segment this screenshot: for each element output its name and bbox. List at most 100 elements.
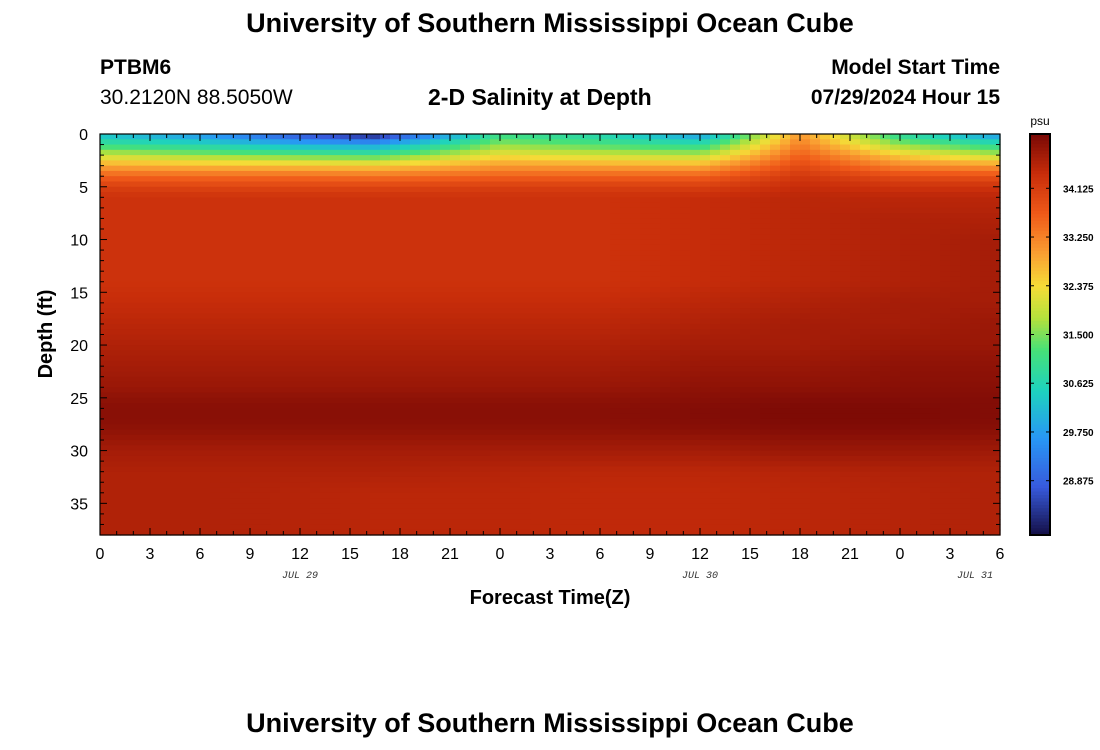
heatmap-cell — [240, 276, 251, 283]
heatmap-cell — [470, 366, 481, 373]
heatmap-cell — [660, 176, 671, 183]
heatmap-cell — [640, 323, 651, 330]
heatmap-cell — [380, 302, 391, 309]
heatmap-cell — [260, 281, 271, 288]
heatmap-cell — [360, 281, 371, 288]
heatmap-cell — [280, 318, 291, 325]
heatmap-cell — [590, 271, 601, 278]
heatmap-cell — [330, 181, 341, 188]
heatmap-cell — [320, 165, 331, 172]
heatmap-cell — [460, 334, 471, 341]
heatmap-cell — [340, 160, 351, 167]
heatmap-cell — [170, 297, 181, 304]
heatmap-cell — [230, 287, 241, 293]
heatmap-cell — [750, 218, 761, 225]
heatmap-cell — [950, 297, 961, 304]
heatmap-cell — [550, 197, 561, 204]
heatmap-cell — [940, 313, 951, 320]
heatmap-cell — [220, 292, 231, 299]
heatmap-cell — [970, 281, 981, 288]
heatmap-cell — [720, 371, 731, 378]
heatmap-cell — [200, 255, 211, 262]
heatmap-cell — [170, 271, 181, 278]
heatmap-cell — [470, 387, 481, 394]
heatmap-cell — [930, 149, 941, 156]
heatmap-cell — [250, 424, 261, 431]
heatmap-cell — [730, 165, 741, 172]
heatmap-cell — [720, 387, 731, 394]
heatmap-cell — [260, 144, 271, 151]
heatmap-cell — [440, 302, 451, 309]
heatmap-cell — [160, 287, 171, 293]
heatmap-cell — [410, 244, 421, 251]
heatmap-cell — [980, 408, 991, 415]
heatmap-cell — [670, 387, 681, 394]
heatmap-cell — [340, 271, 351, 278]
heatmap-cell — [630, 392, 641, 399]
heatmap-cell — [670, 213, 681, 220]
heatmap-cell — [680, 202, 691, 209]
heatmap-cell — [100, 418, 111, 425]
heatmap-cell — [160, 318, 171, 325]
heatmap-cell — [190, 244, 201, 251]
heatmap-cell — [100, 355, 111, 362]
heatmap-cell — [120, 329, 131, 336]
heatmap-cell — [390, 134, 401, 140]
heatmap-cell — [150, 413, 161, 420]
heatmap-cell — [660, 318, 671, 325]
heatmap-cell — [830, 345, 841, 351]
heatmap-cell — [940, 392, 951, 399]
heatmap-cell — [400, 244, 411, 251]
heatmap-cell — [340, 149, 351, 156]
heatmap-cell — [240, 250, 251, 256]
heatmap-cell — [810, 192, 821, 198]
heatmap-cell — [600, 334, 611, 341]
heatmap-cell — [160, 228, 171, 235]
heatmap-cell — [580, 318, 591, 325]
heatmap-cell — [870, 418, 881, 425]
heatmap-cell — [830, 387, 841, 394]
heatmap-cell — [990, 202, 1001, 209]
heatmap-cell — [370, 392, 381, 399]
heatmap-cell — [190, 403, 201, 409]
heatmap-cell — [690, 302, 701, 309]
heatmap-cell — [470, 244, 481, 251]
heatmap-cell — [410, 213, 421, 220]
heatmap-cell — [240, 149, 251, 156]
heatmap-cell — [940, 355, 951, 362]
heatmap-cell — [960, 250, 971, 256]
heatmap-cell — [100, 265, 111, 272]
heatmap-cell — [360, 392, 371, 399]
heatmap-cell — [110, 376, 121, 383]
heatmap-cell — [110, 302, 121, 309]
heatmap-cell — [550, 371, 561, 378]
heatmap-cell — [770, 213, 781, 220]
heatmap-cell — [660, 265, 671, 272]
heatmap-cell — [360, 329, 371, 336]
heatmap-cell — [340, 197, 351, 204]
heatmap-cell — [520, 297, 531, 304]
heatmap-cell — [470, 207, 481, 214]
heatmap-cell — [660, 350, 671, 357]
heatmap-cell — [460, 366, 471, 373]
heatmap-cell — [780, 134, 791, 140]
heatmap-cell — [550, 313, 561, 320]
heatmap-cell — [480, 387, 491, 394]
heatmap-cell — [110, 176, 121, 183]
heatmap-cell — [730, 308, 741, 314]
heatmap-cell — [530, 360, 541, 367]
heatmap-cell — [950, 371, 961, 378]
heatmap-cell — [390, 139, 401, 146]
heatmap-cell — [490, 292, 501, 299]
heatmap-cell — [100, 244, 111, 251]
heatmap-cell — [690, 144, 701, 151]
heatmap-cell — [550, 192, 561, 198]
heatmap-cell — [240, 360, 251, 367]
heatmap-cell — [610, 413, 621, 420]
heatmap-cell — [160, 265, 171, 272]
heatmap-cell — [160, 260, 171, 267]
heatmap-cell — [990, 392, 1001, 399]
heatmap-cell — [790, 308, 801, 314]
heatmap-cell — [290, 334, 301, 341]
heatmap-cell — [210, 408, 221, 415]
